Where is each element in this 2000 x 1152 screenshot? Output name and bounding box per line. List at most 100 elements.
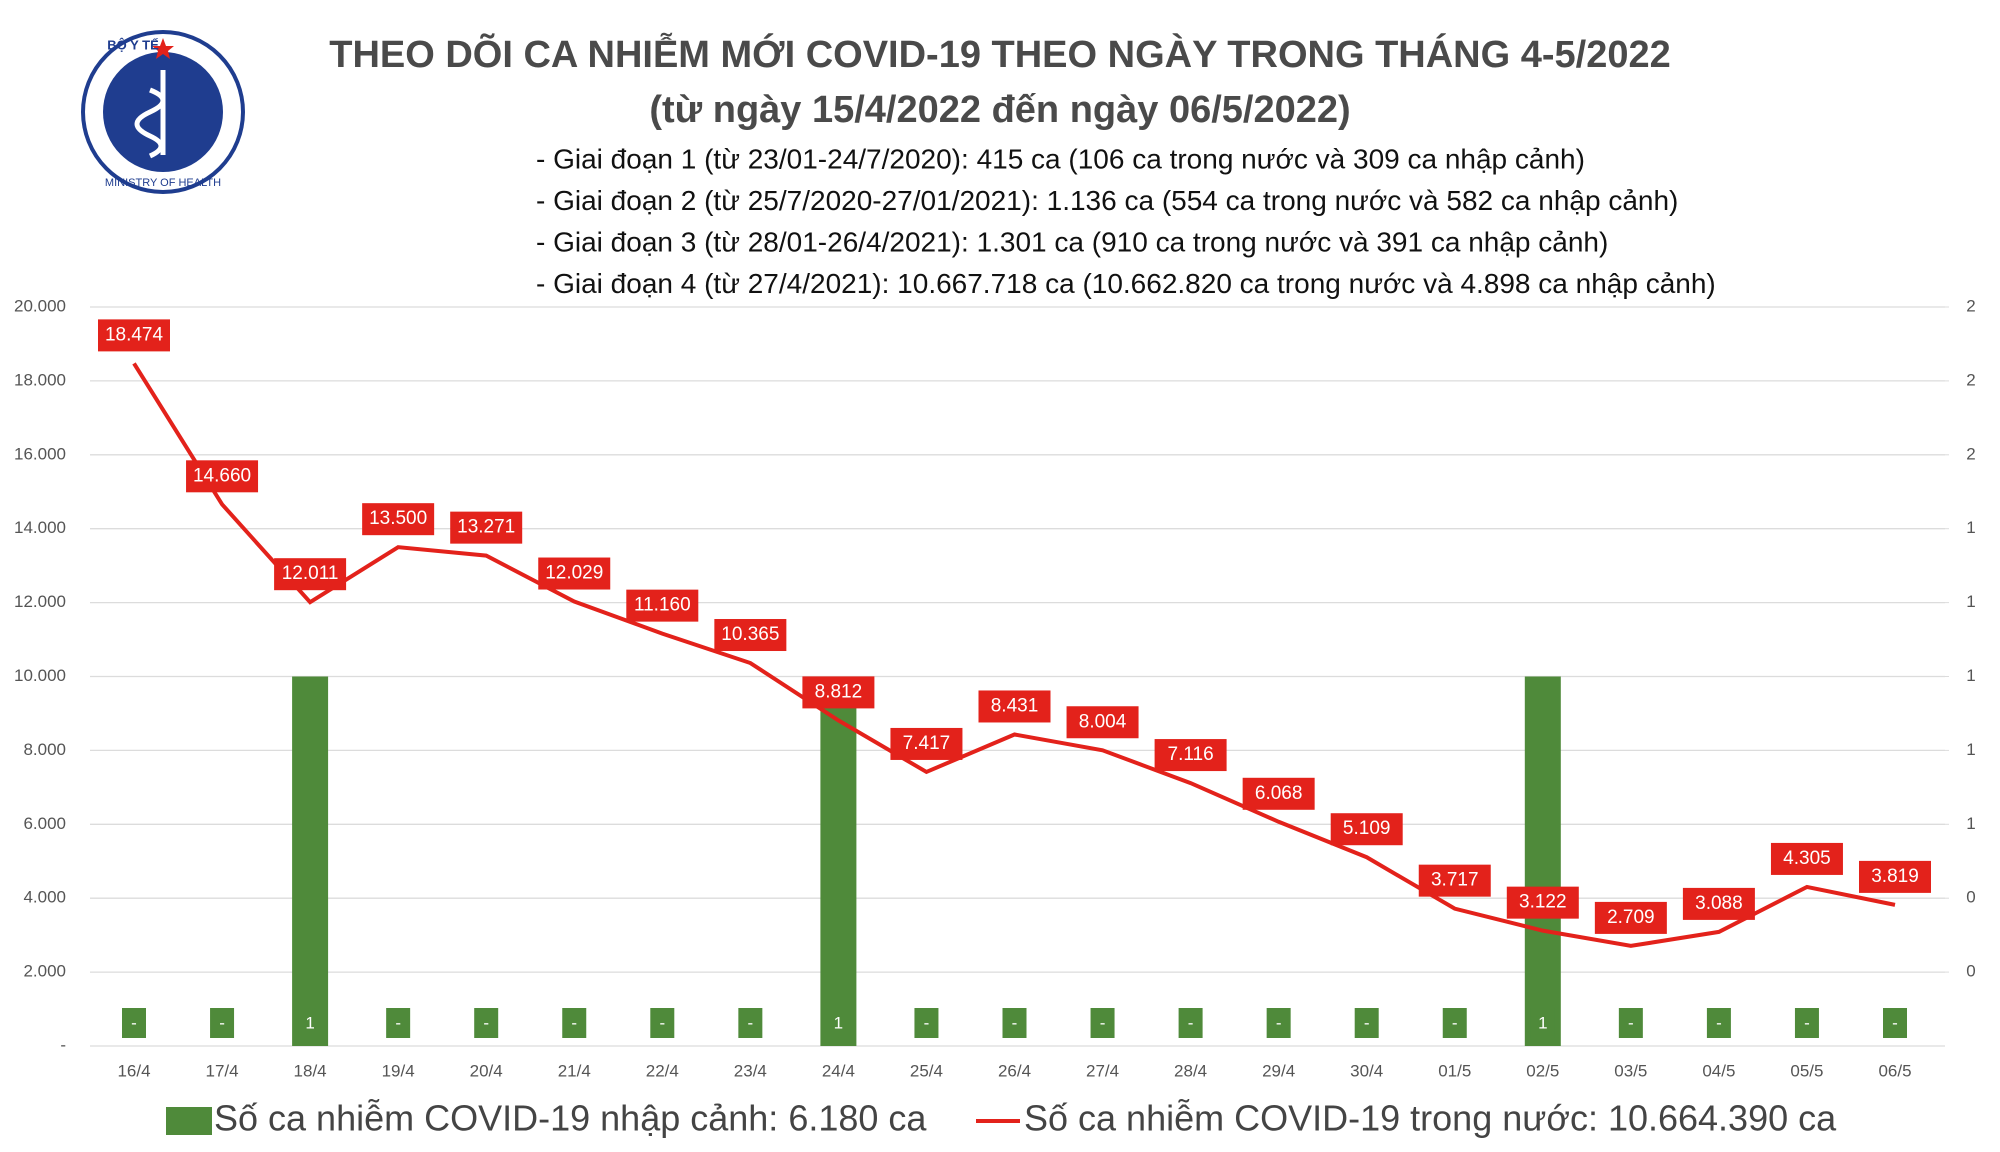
- value-label: -: [131, 1013, 137, 1032]
- value-label-bg: [1266, 1008, 1291, 1038]
- value-label-bg: [210, 1008, 235, 1038]
- value-label: -: [1628, 1013, 1634, 1032]
- bar: [1524, 676, 1561, 1046]
- value-label: 8.004: [1079, 711, 1127, 732]
- value-label: 6.068: [1255, 783, 1303, 804]
- value-label-bg: [122, 1008, 146, 1038]
- value-label-bg: [1330, 813, 1403, 846]
- x-tick-label: 04/5: [1702, 1061, 1735, 1080]
- value-label-bg: [826, 1008, 851, 1038]
- x-tick-label: 21/4: [558, 1061, 591, 1080]
- x-tick-label: 27/4: [1086, 1061, 1119, 1080]
- value-label: 2.709: [1607, 907, 1655, 928]
- x-tick-label: 02/5: [1526, 1061, 1559, 1080]
- line: [132, 362, 1896, 948]
- value-label: -: [395, 1013, 401, 1032]
- x-tick-label: 23/4: [734, 1061, 767, 1080]
- value-label: 1: [834, 1013, 843, 1032]
- logo-top: BỘ Y TẾ: [107, 37, 159, 52]
- x-tick-label: 19/4: [382, 1061, 415, 1080]
- y-tick-label: 6.000: [23, 814, 66, 833]
- value-label-bg: [1154, 739, 1227, 772]
- y2-tick-label: 1: [1966, 666, 1975, 685]
- value-label: -: [1892, 1013, 1898, 1032]
- value-label: 8.431: [991, 695, 1039, 716]
- value-label: 1: [1538, 1013, 1547, 1032]
- y-tick-label: 20.000: [14, 296, 66, 315]
- value-label: 7.417: [903, 733, 951, 754]
- y-tick-label: -: [60, 1035, 66, 1054]
- value-label-bg: [474, 1008, 499, 1038]
- value-label: 8.812: [815, 681, 863, 702]
- value-label-bg: [386, 1008, 411, 1038]
- logo-star: [152, 38, 174, 59]
- value-label: 14.660: [193, 465, 251, 486]
- x-tick-label: 28/4: [1174, 1061, 1207, 1080]
- value-label-bg: [650, 1008, 675, 1038]
- value-label-bg: [1883, 1008, 1907, 1038]
- value-label: -: [1276, 1013, 1282, 1032]
- note: - Giai đoạn 2 (từ 25/7/2020-27/01/2021):…: [536, 185, 1678, 216]
- legend-label: Số ca nhiễm COVID-19 trong nước: 10.664.…: [1024, 1098, 1837, 1139]
- y2-tick-label: 1: [1966, 592, 1975, 611]
- value-label-bg: [1770, 842, 1843, 875]
- value-label: -: [748, 1013, 754, 1032]
- chart-subtitle: (từ ngày 15/4/2022 đến ngày 06/5/2022): [649, 89, 1350, 131]
- value-label-bg: [1442, 1008, 1467, 1038]
- value-label-bg: [738, 1008, 763, 1038]
- x-tick-label: 06/5: [1878, 1061, 1911, 1080]
- legend-swatch: [166, 1107, 212, 1135]
- x-tick-label: 20/4: [470, 1061, 503, 1080]
- y-tick-label: 8.000: [23, 740, 66, 759]
- value-label-bg: [1002, 1008, 1027, 1038]
- note: - Giai đoạn 3 (từ 28/01-26/4/2021): 1.30…: [536, 226, 1608, 257]
- value-label-bg: [914, 1008, 939, 1038]
- x-tick-label: 18/4: [294, 1061, 327, 1080]
- note: - Giai đoạn 1 (từ 23/01-24/7/2020): 415 …: [536, 143, 1585, 174]
- value-label-bg: [1859, 860, 1931, 893]
- value-label-bg: [626, 589, 699, 622]
- value-label: 4.305: [1783, 848, 1831, 869]
- value-label: -: [1804, 1013, 1810, 1032]
- value-label-bg: [1178, 1008, 1203, 1038]
- value-label: 13.271: [457, 517, 515, 538]
- y-tick-label: 16.000: [14, 444, 66, 463]
- value-label: 12.011: [282, 563, 339, 584]
- value-label: -: [1364, 1013, 1370, 1032]
- note: - Giai đoạn 4 (từ 27/4/2021): 10.667.718…: [536, 268, 1716, 299]
- x-tick-label: 29/4: [1262, 1061, 1295, 1080]
- value-label-bg: [1090, 1008, 1115, 1038]
- x-tick-label: 03/5: [1614, 1061, 1647, 1080]
- value-label: -: [659, 1013, 665, 1032]
- value-label-bg: [1506, 886, 1579, 919]
- value-label: 1: [305, 1013, 314, 1032]
- value-label-bg: [1530, 1008, 1555, 1038]
- value-label: 11.160: [634, 595, 691, 616]
- value-label: 3.088: [1695, 893, 1743, 914]
- logo: BỘ Y TẾ MINISTRY OF HEALTH: [81, 30, 245, 194]
- value-label: -: [1716, 1013, 1722, 1032]
- value-label: -: [924, 1013, 930, 1032]
- value-label-bg: [978, 690, 1051, 723]
- value-label-bg: [1794, 1008, 1819, 1038]
- value-label-bg: [98, 319, 170, 352]
- x-tick-label: 30/4: [1350, 1061, 1383, 1080]
- value-label-bg: [890, 727, 963, 760]
- x-tick-label: 01/5: [1438, 1061, 1471, 1080]
- value-label-bg: [714, 619, 787, 652]
- y2-tick-label: 0: [1966, 962, 1975, 981]
- x-tick-label: 16/4: [117, 1061, 150, 1080]
- value-label: -: [1452, 1013, 1458, 1032]
- value-label-bg: [1618, 1008, 1643, 1038]
- y2-tick-label: 1: [1966, 518, 1975, 537]
- x-tick-label: 05/5: [1790, 1061, 1823, 1080]
- value-label: 3.717: [1431, 870, 1479, 891]
- value-label-bg: [298, 1008, 323, 1038]
- value-label-bg: [538, 557, 611, 590]
- y2-tick-label: 0: [1966, 888, 1975, 907]
- value-label: 18.474: [105, 324, 164, 345]
- value-label-bg: [1418, 864, 1491, 897]
- value-label: 3.122: [1519, 892, 1567, 913]
